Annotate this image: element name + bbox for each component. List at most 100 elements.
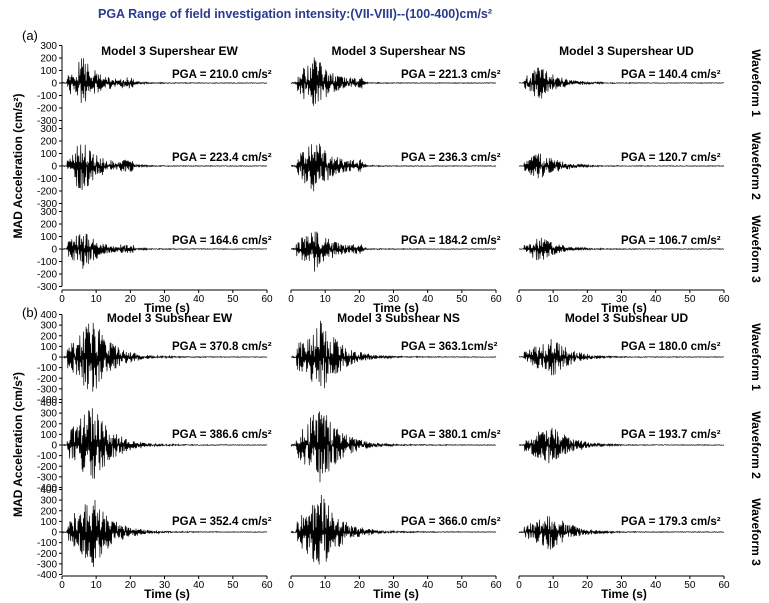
y-tick-label: -200 [37,104,57,115]
x-tick-label: 20 [354,294,366,305]
pga-label: PGA = 221.3 cm/s² [401,69,501,81]
waveform-label: Waveform 3 [749,215,763,283]
y-tick-label: 0 [51,79,57,90]
waveform-trace [290,143,497,192]
y-tick-label: 300 [40,409,57,420]
y-tick-label: -300 [37,199,57,210]
y-tick-label: -100 [37,257,57,268]
waveform-trace [518,67,725,99]
x-axis-label: Time (s) [601,301,647,315]
y-tick-label: -100 [37,538,57,549]
pga-label: PGA = 140.4 cm/s² [621,69,721,81]
waveform-trace [61,58,268,104]
waveform-trace [290,411,496,483]
x-tick-label: 0 [59,580,65,591]
waveform-trace [61,499,268,568]
pga-label: PGA = 106.7 cm/s² [621,235,721,247]
x-tick-label: 60 [261,294,273,305]
x-tick-label: 40 [193,580,205,591]
x-tick-label: 40 [422,294,434,305]
x-axis-label: Time (s) [144,301,190,315]
y-tick-label: 300 [40,321,57,332]
waveform-trace [290,320,497,389]
panel-label-b: (b) [22,305,38,320]
y-tick-label: -300 [37,559,57,570]
y-tick-label: -100 [37,174,57,185]
waveform-label: Waveform 3 [749,498,763,566]
y-tick-label: 300 [40,124,57,135]
x-tick-label: 60 [718,580,730,591]
waveform-trace [518,237,725,261]
x-tick-label: 10 [91,294,103,305]
pga-label: PGA = 236.3 cm/s² [401,152,501,164]
x-tick-label: 0 [516,580,522,591]
pga-label: PGA = 179.3 cm/s² [621,516,721,528]
x-tick-label: 40 [650,294,662,305]
waveform-trace [62,408,268,479]
waveform-trace [62,144,268,191]
pga-label: PGA = 380.1 cm/s² [401,429,501,441]
y-tick-label: 300 [40,41,57,52]
y-tick-label: 200 [40,137,57,148]
y-tick-label: 0 [51,245,57,256]
pga-label: PGA = 180.0 cm/s² [621,341,721,353]
column-title: Model 3 Subshear NS [337,311,460,325]
x-tick-label: 30 [388,294,400,305]
y-tick-label: 200 [40,54,57,65]
x-tick-label: 40 [193,294,205,305]
pga-label: PGA = 386.6 cm/s² [172,429,272,441]
x-tick-label: 10 [548,580,560,591]
y-tick-label: -200 [37,549,57,560]
x-axis-label: Time (s) [373,587,419,601]
x-tick-label: 50 [227,580,239,591]
y-tick-label: 200 [40,419,57,430]
x-tick-label: 40 [650,580,662,591]
x-tick-label: 20 [582,294,594,305]
column-title: Model 3 Supershear EW [101,44,238,58]
waveform-label: Waveform 1 [749,323,763,391]
y-tick-label: 100 [40,149,57,160]
y-tick-label: 300 [40,496,57,507]
y-tick-label: 100 [40,232,57,243]
y-tick-label: 0 [51,441,57,452]
panel-label-a: (a) [22,28,38,43]
y-tick-label: -400 [37,395,57,406]
y-tick-label: 0 [51,353,57,364]
x-tick-label: 30 [159,294,171,305]
y-tick-label: 300 [40,207,57,218]
y-tick-label: -300 [37,472,57,483]
x-axis-label: Time (s) [144,587,190,601]
x-tick-label: 60 [718,294,730,305]
x-tick-label: 60 [490,580,502,591]
waveform-trace [290,57,497,106]
pga-label: PGA = 366.0 cm/s² [401,516,501,528]
x-tick-label: 10 [320,294,332,305]
x-tick-label: 30 [616,294,628,305]
waveform-trace [518,153,725,179]
x-tick-label: 60 [490,294,502,305]
pga-label: PGA = 223.4 cm/s² [172,152,272,164]
y-tick-label: -300 [37,384,57,395]
y-tick-label: -100 [37,363,57,374]
x-tick-label: 10 [320,580,332,591]
y-tick-label: 100 [40,66,57,77]
y-tick-label: 400 [40,398,57,409]
y-tick-label: -200 [37,187,57,198]
y-tick-label: 200 [40,506,57,517]
y-tick-label: 0 [51,162,57,173]
figure-header: PGA Range of field investigation intensi… [98,7,493,21]
x-tick-label: 20 [582,580,594,591]
y-tick-label: -300 [37,282,57,293]
x-tick-label: 50 [684,294,696,305]
pga-label: PGA = 164.6 cm/s² [172,235,272,247]
y-tick-label: -200 [37,374,57,385]
column-title: Model 3 Supershear UD [559,44,694,58]
pga-label: PGA = 370.8 cm/s² [172,341,272,353]
pga-label: PGA = 120.7 cm/s² [621,152,721,164]
pga-label: PGA = 184.2 cm/s² [401,235,501,247]
pga-label: PGA = 352.4 cm/s² [172,516,272,528]
y-tick-label: 400 [40,310,57,321]
waveform-label: Waveform 1 [749,49,763,117]
waveform-trace [290,231,496,272]
